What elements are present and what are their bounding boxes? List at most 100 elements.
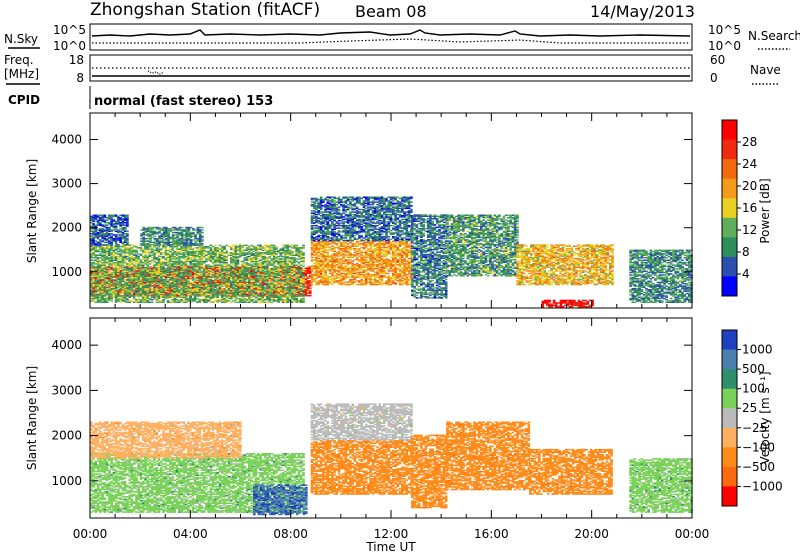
power-cell — [221, 293, 224, 295]
power-cell — [131, 260, 134, 262]
power-cell — [268, 246, 271, 248]
power-cell — [99, 279, 102, 281]
power-cell — [264, 264, 267, 266]
power-cell — [232, 272, 235, 274]
power-cell — [248, 283, 251, 285]
power-cell — [277, 267, 280, 269]
nsky-tick-high: 10^5 — [53, 23, 86, 37]
power-cell — [149, 272, 152, 274]
power-cell — [307, 271, 310, 273]
power-cell — [302, 285, 305, 287]
power-cell — [110, 298, 113, 300]
power-cell — [273, 245, 276, 247]
power-cell — [248, 260, 251, 262]
power-cell — [253, 290, 256, 292]
power-cell — [264, 267, 267, 269]
power-cell — [232, 295, 235, 297]
power-cell — [133, 250, 136, 252]
power-cell — [284, 277, 287, 279]
power-cell — [142, 298, 145, 300]
power-cell — [212, 252, 215, 254]
power-cell — [268, 302, 271, 304]
power-cell — [95, 292, 98, 294]
power-cell — [104, 273, 107, 275]
power-cell — [239, 273, 242, 275]
power-cell — [106, 261, 109, 263]
power-cell — [259, 277, 262, 279]
power-cell — [221, 267, 224, 269]
power-cell — [99, 261, 102, 263]
power-cell — [221, 302, 224, 304]
power-cell — [255, 289, 258, 291]
freq-unit: [MHz] — [4, 67, 39, 81]
station-title: Zhongshan Station (fitACF) — [90, 0, 320, 20]
power-cell — [237, 277, 240, 279]
power-cell — [221, 248, 224, 250]
power-cell — [307, 266, 310, 268]
power-cell — [158, 284, 161, 286]
power-cell — [225, 302, 228, 304]
power-cell — [266, 277, 269, 279]
power-cell — [286, 283, 289, 285]
power-cell — [201, 271, 204, 273]
power-cell — [271, 284, 274, 286]
power-cell — [307, 280, 310, 282]
power-cell — [221, 284, 224, 286]
power-cell — [295, 277, 298, 279]
power-cell — [262, 294, 265, 296]
power-cell — [205, 274, 208, 276]
power-cell — [146, 248, 149, 250]
power-cell — [196, 260, 199, 262]
power-cell — [194, 263, 197, 265]
power-cell — [165, 257, 168, 259]
power-cell — [232, 288, 235, 290]
power-cell — [131, 284, 134, 286]
cpid-label: CPID — [8, 93, 40, 107]
power-cell — [271, 297, 274, 299]
power-cell — [110, 272, 113, 274]
power-cell — [268, 263, 271, 265]
power-cell — [146, 255, 149, 257]
power-cell — [244, 284, 247, 286]
power-cell — [268, 248, 271, 250]
nsearch-trace — [92, 39, 690, 43]
power-cell — [95, 218, 98, 220]
power-cell — [126, 284, 129, 286]
power-cell — [239, 302, 242, 304]
power-cell — [201, 273, 204, 275]
power-cell — [115, 273, 118, 275]
power-cell — [210, 260, 213, 262]
power-cell — [284, 246, 287, 248]
power-cell — [153, 288, 156, 290]
power-cell — [284, 273, 287, 275]
power-cell — [115, 260, 118, 262]
power-cell — [133, 287, 136, 289]
power-cell — [104, 260, 107, 262]
power-cell — [212, 294, 215, 296]
power-cell — [275, 299, 278, 301]
power-cell — [259, 260, 262, 262]
power-cell — [119, 267, 122, 269]
power-cell — [280, 269, 283, 271]
power-cell — [216, 260, 219, 262]
power-cell — [162, 245, 165, 247]
power-cell — [237, 290, 240, 292]
power-cell — [248, 277, 251, 279]
power-cell — [158, 300, 161, 302]
power-cell — [280, 252, 283, 254]
power-cell — [99, 251, 102, 253]
power-cell — [271, 302, 274, 304]
power-cell — [221, 281, 224, 283]
power-cell — [228, 298, 231, 300]
power-cell — [189, 251, 192, 253]
power-cell — [180, 253, 183, 255]
power-cell — [126, 252, 129, 254]
power-cell — [228, 294, 231, 296]
power-cell — [302, 260, 305, 262]
power-cell — [119, 281, 122, 283]
power-cell — [214, 245, 217, 247]
power-cell — [142, 256, 145, 257]
power-cell — [205, 258, 208, 260]
power-cell — [223, 246, 226, 248]
power-cell — [122, 252, 125, 254]
